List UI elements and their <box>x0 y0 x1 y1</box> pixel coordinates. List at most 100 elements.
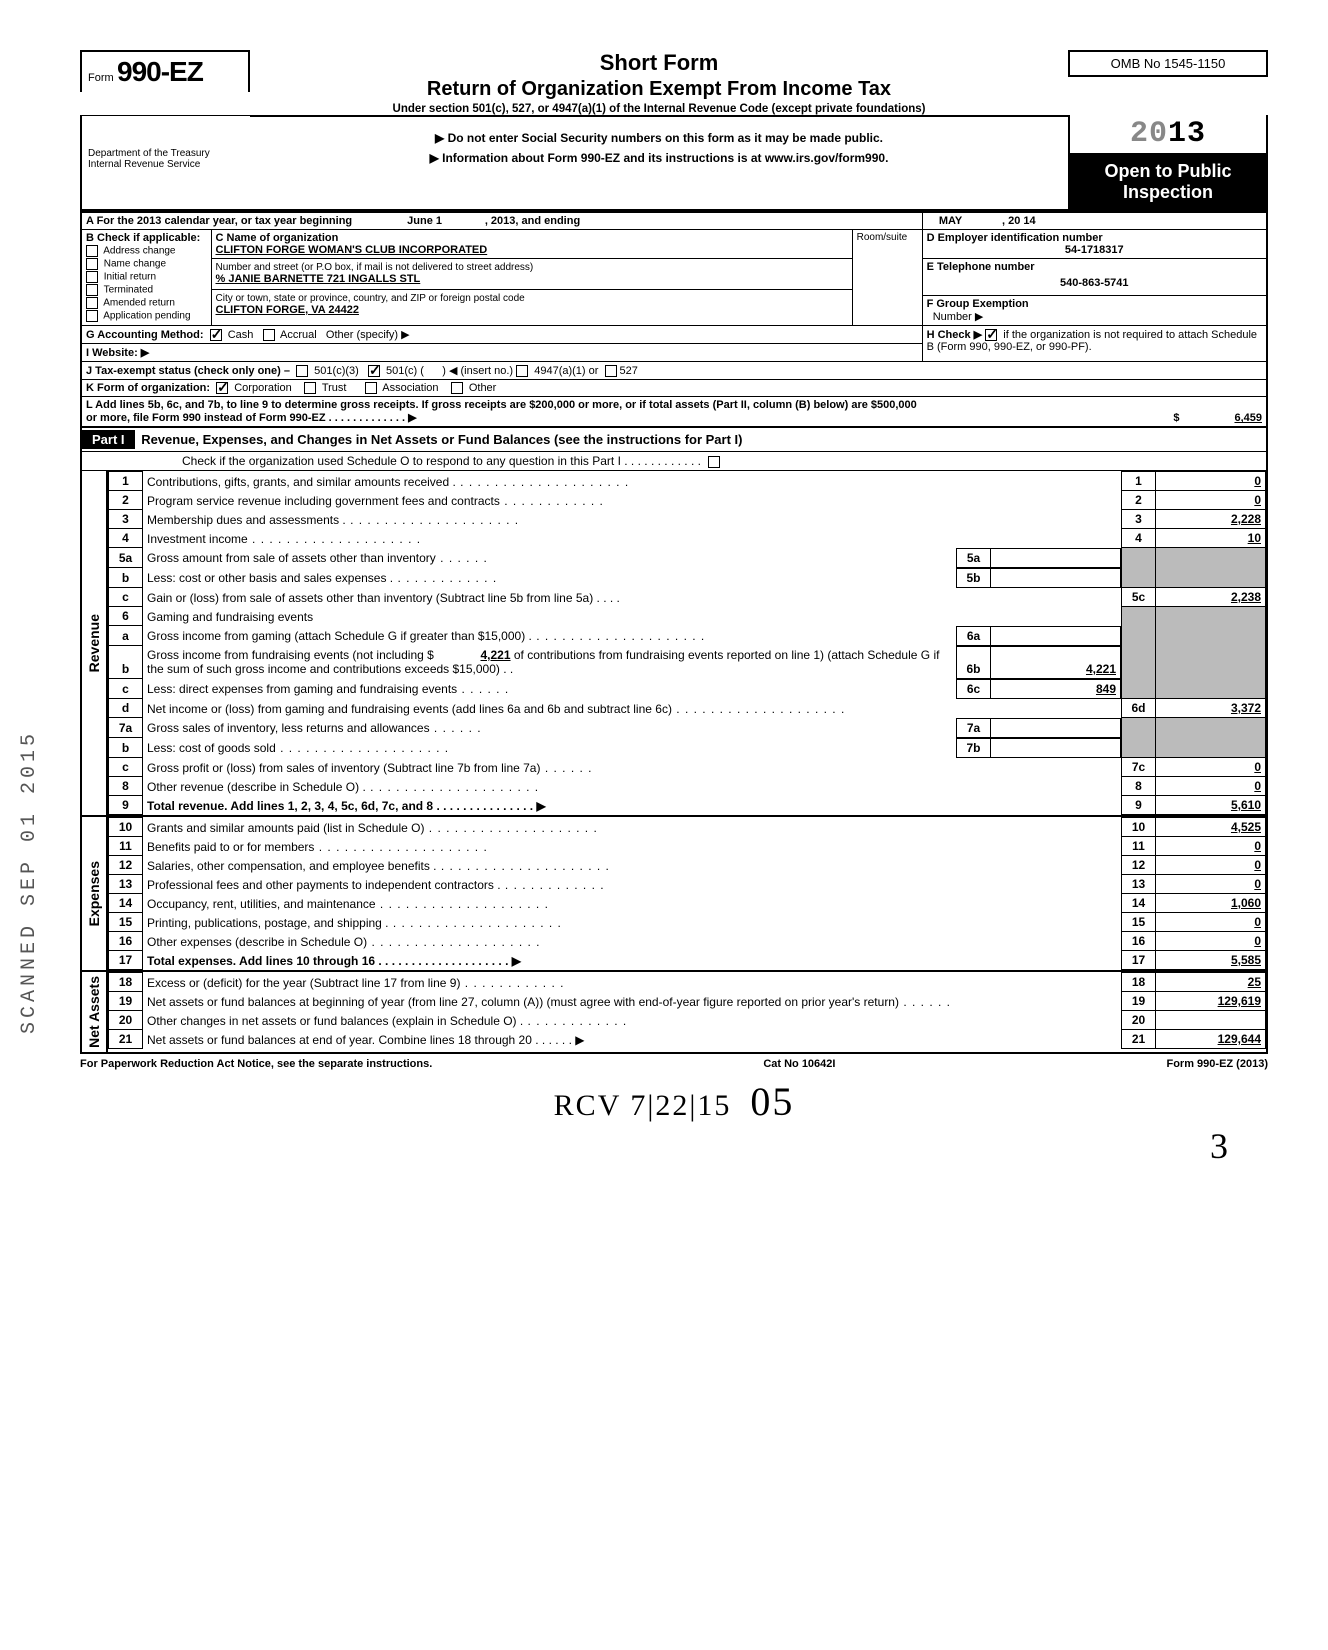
city-row: City or town, state or province, country… <box>211 290 852 326</box>
b-checkbox[interactable] <box>86 297 98 309</box>
line-11-value: 0 <box>1156 837 1266 856</box>
4947-checkbox[interactable] <box>516 365 528 377</box>
net-assets-lines: 18Excess or (deficit) for the year (Subt… <box>108 972 1266 1049</box>
address-row: Number and street (or P.O box, if mail i… <box>211 259 852 290</box>
b-checkbox[interactable] <box>86 310 98 322</box>
section-b: B Check if applicable: Address change Na… <box>81 230 211 326</box>
line-17-text: Total expenses. Add lines 10 through 16 … <box>143 951 1122 970</box>
line-7a-text: Gross sales of inventory, less returns a… <box>143 718 957 737</box>
handwritten-rcv: RCV 7|22|15 05 <box>80 1078 1268 1125</box>
form-number-block: Form 990-EZ <box>80 50 250 92</box>
open-line-1: Open to Public <box>1074 161 1262 182</box>
address: % JANIE BARNETTE 721 INGALLS STL <box>216 273 421 285</box>
ein: 54-1718317 <box>927 244 1262 256</box>
instr-2: ▶ Information about Form 990-EZ and its … <box>258 151 1060 165</box>
year-prefix: 20 <box>1130 117 1168 151</box>
association-checkbox[interactable] <box>365 382 377 394</box>
line-4-text: Investment income <box>143 529 1122 548</box>
line-1-text: Contributions, gifts, grants, and simila… <box>143 472 1122 491</box>
line-1-value: 0 <box>1156 472 1266 491</box>
meta-table: A For the 2013 calendar year, or tax yea… <box>80 211 1268 428</box>
line-20-text: Other changes in net assets or fund bala… <box>143 1011 1122 1030</box>
schedule-b-checkbox[interactable] <box>985 329 997 341</box>
net-assets-tab: Net Assets <box>84 972 104 1052</box>
e-label: E Telephone number <box>927 261 1035 273</box>
line-7b-text: Less: cost of goods sold <box>143 738 957 757</box>
section-k: K Form of organization: Corporation Trus… <box>81 380 1267 397</box>
section-i: I Website: ▶ <box>81 344 922 362</box>
line-5c-text: Gain or (loss) from sale of assets other… <box>143 588 1122 607</box>
revenue-lines: 1Contributions, gifts, grants, and simil… <box>108 471 1266 815</box>
form-number: 990-EZ <box>117 56 203 87</box>
line-21-value: 129,644 <box>1156 1030 1266 1049</box>
b-checkbox[interactable] <box>86 284 98 296</box>
section-l: L Add lines 5b, 6c, and 7b, to line 9 to… <box>81 397 922 428</box>
section-j: J Tax-exempt status (check only one) – 5… <box>81 362 1267 380</box>
d-label: D Employer identification number <box>927 232 1103 244</box>
omb-number: OMB No 1545-1150 <box>1068 50 1268 77</box>
other-checkbox[interactable] <box>451 382 463 394</box>
b-checkbox[interactable] <box>86 245 98 257</box>
line-15-text: Printing, publications, postage, and shi… <box>143 913 1122 932</box>
line-3-value: 2,228 <box>1156 510 1266 529</box>
line-16-value: 0 <box>1156 932 1266 951</box>
cash-checkbox[interactable] <box>210 329 222 341</box>
form-prefix: Form <box>88 72 114 84</box>
dept-block: Department of the Treasury Internal Reve… <box>80 115 250 211</box>
instr-1: ▶ Do not enter Social Security numbers o… <box>258 131 1060 145</box>
telephone: 540-863-5741 <box>927 277 1262 289</box>
line-4-value: 10 <box>1156 529 1266 548</box>
b-checkbox[interactable] <box>86 258 98 270</box>
schedule-o-checkbox[interactable] <box>708 456 720 468</box>
line-3-text: Membership dues and assessments . <box>143 510 1122 529</box>
expenses-lines: 10Grants and similar amounts paid (list … <box>108 817 1266 970</box>
footer: For Paperwork Reduction Act Notice, see … <box>80 1058 1268 1070</box>
accrual-checkbox[interactable] <box>263 329 275 341</box>
short-form-label: Short Form <box>250 50 1068 76</box>
line-13-text: Professional fees and other payments to … <box>143 875 1122 894</box>
line-10-value: 4,525 <box>1156 818 1266 837</box>
line-8-text: Other revenue (describe in Schedule O) . <box>143 777 1122 796</box>
line-9-text: Total revenue. Add lines 1, 2, 3, 4, 5c,… <box>143 796 1122 815</box>
line-11-text: Benefits paid to or for members <box>143 837 1122 856</box>
line-19-text: Net assets or fund balances at beginning… <box>143 992 1122 1011</box>
expenses-tab: Expenses <box>84 857 104 930</box>
line-6d-value: 3,372 <box>1156 699 1266 718</box>
f-label: F Group Exemption <box>927 298 1029 310</box>
footer-cat: Cat No 10642I <box>763 1058 835 1070</box>
line-a: A For the 2013 calendar year, or tax yea… <box>81 212 922 230</box>
line-10-text: Grants and similar amounts paid (list in… <box>143 818 1122 837</box>
section-d: D Employer identification number 54-1718… <box>922 230 1267 259</box>
part-1-title: Revenue, Expenses, and Changes in Net As… <box>141 432 742 447</box>
open-line-2: Inspection <box>1074 182 1262 203</box>
c-label: C Name of organization <box>216 232 339 244</box>
527-checkbox[interactable] <box>605 365 617 377</box>
gross-receipts: 6,459 <box>1234 412 1262 424</box>
room-suite-label: Room/suite <box>852 230 922 326</box>
trust-checkbox[interactable] <box>304 382 316 394</box>
line-21-text: Net assets or fund balances at end of ye… <box>143 1030 1122 1049</box>
line-5c-value: 2,238 <box>1156 588 1266 607</box>
tax-year: 2013 <box>1068 115 1268 153</box>
line-6c-value: 849 <box>991 679 1121 698</box>
line-5a-text: Gross amount from sale of assets other t… <box>143 548 957 567</box>
i-label: I Website: ▶ <box>86 347 149 359</box>
line-2-text: Program service revenue including govern… <box>143 491 1122 510</box>
b-label: B Check if applicable: <box>86 232 207 244</box>
expenses-section: Expenses 10Grants and similar amounts pa… <box>80 817 1268 972</box>
line-13-value: 0 <box>1156 875 1266 894</box>
line-20-value <box>1156 1011 1266 1030</box>
line-14-value: 1,060 <box>1156 894 1266 913</box>
b-checkbox[interactable] <box>86 271 98 283</box>
net-assets-section: Net Assets 18Excess or (deficit) for the… <box>80 972 1268 1054</box>
501c-checkbox[interactable] <box>368 365 380 377</box>
g-label: G Accounting Method: <box>86 329 204 341</box>
section-e: E Telephone number 540-863-5741 <box>922 259 1267 296</box>
subtitle: Under section 501(c), 527, or 4947(a)(1)… <box>250 103 1068 115</box>
line-6-text: Gaming and fundraising events <box>143 607 1122 626</box>
line-18-value: 25 <box>1156 973 1266 992</box>
line-6b-text: Gross income from fundraising events (no… <box>143 646 957 678</box>
footer-left: For Paperwork Reduction Act Notice, see … <box>80 1058 432 1070</box>
corporation-checkbox[interactable] <box>216 382 228 394</box>
501c3-checkbox[interactable] <box>296 365 308 377</box>
